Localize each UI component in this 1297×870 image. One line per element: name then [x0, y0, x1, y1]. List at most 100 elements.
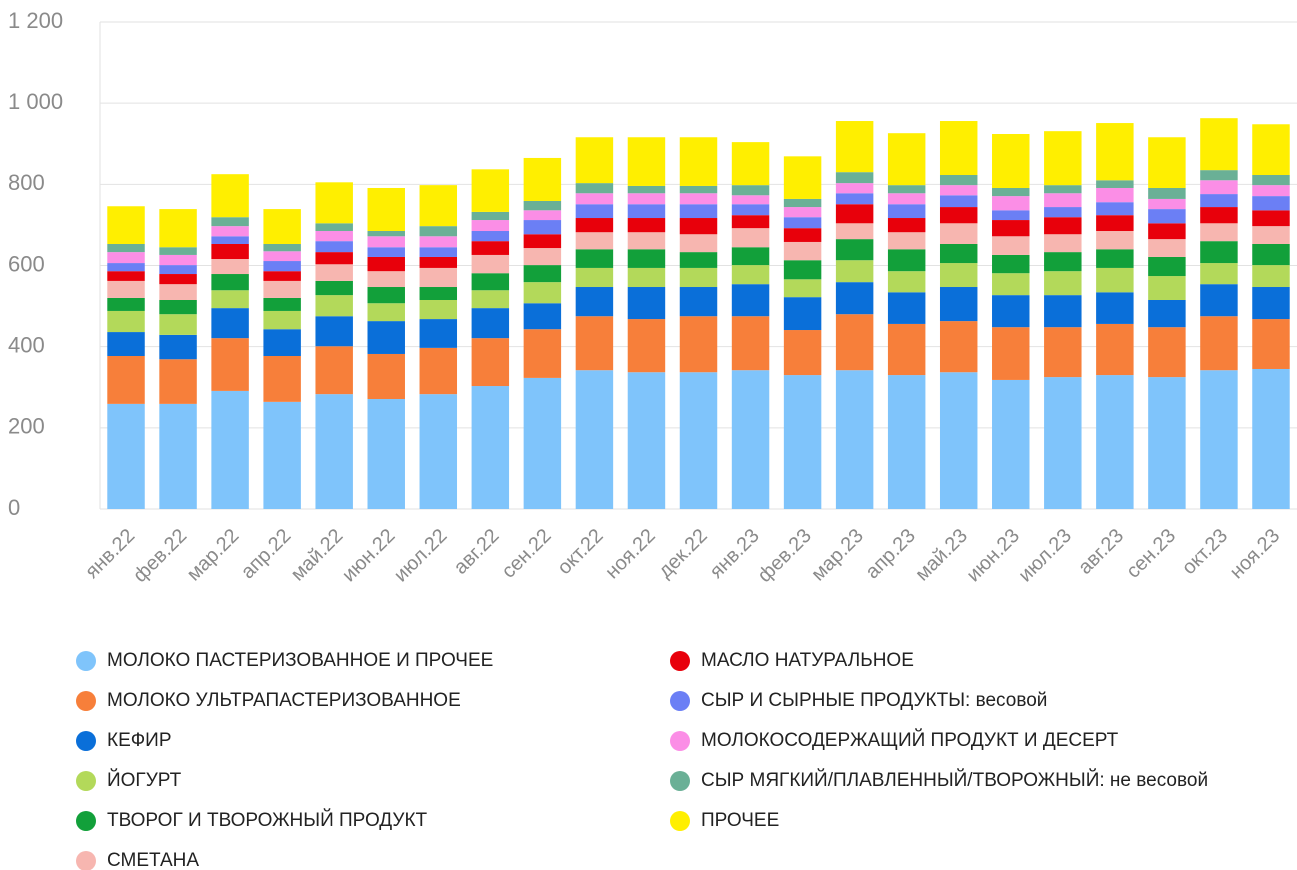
bar-segment	[731, 247, 770, 266]
bar-segment	[211, 338, 249, 391]
bar-segment	[575, 287, 614, 317]
bar-segment	[419, 267, 458, 288]
bar-segment	[627, 287, 666, 320]
bar-segment	[679, 267, 718, 288]
legend-marker	[670, 731, 690, 751]
bar-segment	[107, 356, 145, 404]
x-tick-label: авг.23	[1074, 525, 1128, 579]
bar-segment	[627, 185, 666, 194]
bar-segment	[731, 265, 770, 285]
bar-segment	[939, 174, 978, 186]
bar-segment	[263, 251, 301, 262]
bar-segment	[783, 156, 822, 199]
bar-segment	[679, 204, 718, 219]
legend-label: СЫР И СЫРНЫЕ ПРОДУКТЫ: весовой	[701, 690, 1047, 711]
bar-segment	[939, 195, 978, 208]
y-tick-label: 1 200	[8, 8, 63, 33]
bar-segment	[1148, 198, 1186, 210]
legend-marker	[76, 691, 96, 711]
bar-segment	[1200, 284, 1238, 317]
bar-segment	[315, 316, 353, 347]
bar-segment	[992, 236, 1030, 255]
bar-segment	[731, 316, 770, 371]
bar-segment	[575, 249, 614, 268]
bar-segment	[887, 185, 926, 194]
bar-segment	[835, 223, 874, 240]
bar-segment	[1096, 323, 1134, 376]
x-tick-label: дек.22	[654, 525, 712, 583]
bar-segment	[939, 321, 978, 373]
bar-segment	[419, 299, 458, 320]
x-tick-label: июн.22	[338, 525, 400, 587]
bar-segment	[835, 314, 874, 371]
bar-segment	[835, 121, 874, 173]
bar-segment	[1252, 319, 1290, 369]
bar-segment	[523, 200, 562, 211]
bar-segment	[992, 220, 1030, 237]
bar-segment	[263, 356, 301, 402]
bar-segment	[1044, 271, 1082, 296]
bar-segment	[263, 329, 301, 357]
bar-segment	[211, 243, 249, 260]
bar-segment	[783, 375, 822, 509]
x-tick-label: авг.22	[450, 525, 504, 579]
bar-segment	[1096, 123, 1134, 181]
bar-segment	[471, 386, 510, 509]
bar-segment	[575, 193, 614, 205]
bar-segment	[1044, 207, 1082, 218]
bar-segment	[887, 375, 926, 509]
bar-segment	[471, 254, 510, 274]
bar-segment	[1044, 234, 1082, 253]
legend-marker	[76, 771, 96, 791]
bar-segment	[992, 295, 1030, 328]
bar-segment	[419, 185, 458, 227]
bar-segment	[523, 303, 562, 330]
bar-segment	[159, 359, 197, 404]
bar-segment	[471, 290, 510, 309]
bar-segment	[939, 263, 978, 288]
bar-segment	[679, 287, 718, 317]
bar-segment	[679, 137, 718, 186]
legend-label: МАСЛО НАТУРАЛЬНОЕ	[701, 650, 914, 671]
bar-segment	[1096, 292, 1134, 324]
bar-segment	[627, 218, 666, 233]
bar-segment	[731, 204, 770, 216]
bar-segment	[1148, 276, 1186, 300]
bar-segment	[835, 204, 874, 224]
bar-segment	[471, 211, 510, 221]
bar-segment	[783, 330, 822, 376]
bar-segment	[367, 353, 405, 400]
bar-segment	[1044, 377, 1082, 509]
bar-segment	[887, 249, 926, 272]
bar-segment	[1200, 180, 1238, 195]
bar-segment	[1252, 243, 1290, 266]
bar-segment	[939, 121, 978, 175]
y-tick-label: 400	[8, 332, 45, 357]
x-tick-label: апр.23	[861, 525, 920, 584]
bar-segment	[575, 232, 614, 250]
x-tick-label: окт.23	[1178, 525, 1232, 579]
bar-segment	[887, 133, 926, 186]
bar-segment	[992, 254, 1030, 274]
bar-segment	[575, 267, 614, 288]
bar-segment	[1200, 118, 1238, 171]
bar-segment	[679, 234, 718, 253]
bar-segment	[679, 372, 718, 509]
bar-segment	[471, 338, 510, 387]
bar-segment	[731, 284, 770, 317]
bar-segment	[835, 370, 874, 509]
bar-segment	[887, 271, 926, 293]
y-tick-label: 200	[8, 414, 45, 439]
x-tick-label: сен.22	[498, 525, 556, 583]
bar-segment	[992, 134, 1030, 188]
bar-segment	[159, 284, 197, 300]
bar-segment	[367, 271, 405, 288]
legend-label: ТВОРОГ И ТВОРОЖНЫЙ ПРОДУКТ	[107, 809, 428, 831]
bar-segment	[992, 273, 1030, 296]
bar-segment	[523, 329, 562, 378]
bar-segment	[1252, 196, 1290, 211]
legend-marker	[76, 731, 96, 751]
legend-label: СМЕТАНА	[107, 850, 199, 870]
bar-segment	[471, 241, 510, 255]
bar-segment	[1200, 241, 1238, 264]
